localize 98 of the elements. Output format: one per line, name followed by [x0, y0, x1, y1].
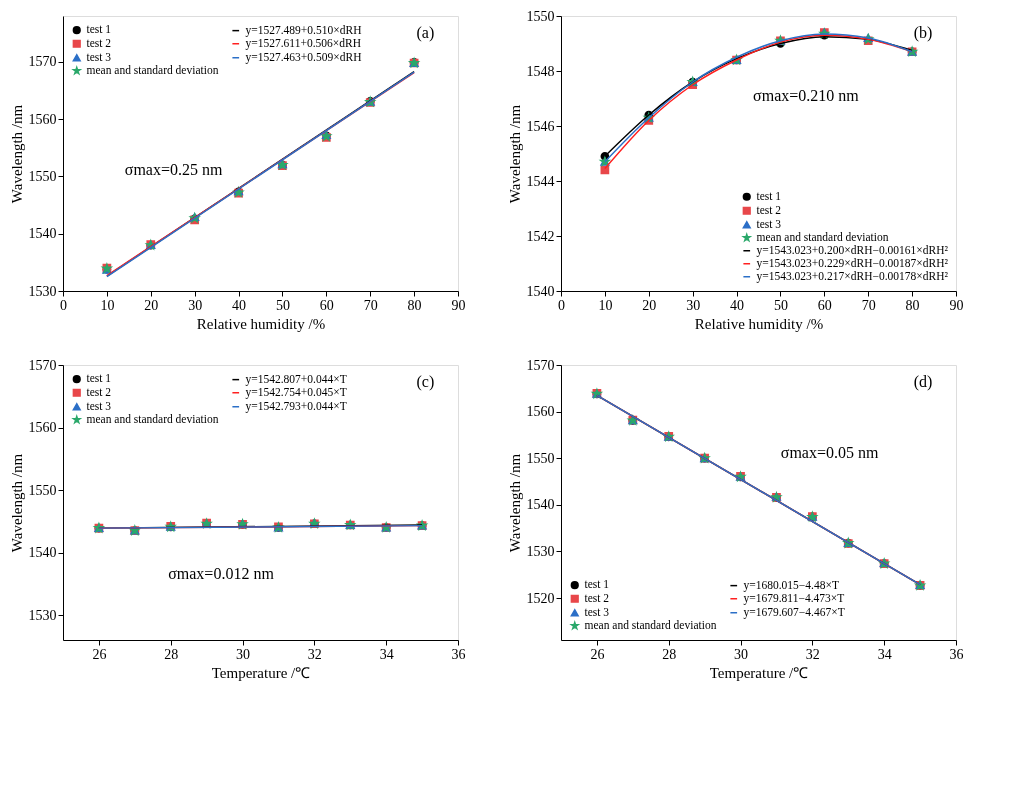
legend-label: y=1542.793+0.044×T	[245, 399, 347, 413]
x-tick-label: 30	[734, 646, 749, 662]
legend-label: mean and standard deviation	[86, 412, 219, 425]
y-axis-title: Wavelength /nm	[8, 104, 25, 204]
x-tick-label: 90	[949, 297, 964, 313]
x-tick-label: 0	[60, 297, 67, 313]
legend-label: test 2	[756, 203, 782, 216]
legend-label: y=1680.015−4.48×T	[743, 578, 839, 592]
y-tick-label: 1550	[28, 482, 57, 498]
legend-label: test 1	[86, 23, 112, 36]
y-tick-label: 1530	[28, 283, 57, 299]
x-tick-label: 28	[164, 646, 179, 662]
legend-label: y=1527.463+0.509×dRH	[245, 50, 362, 64]
legend-label: y=1679.811−4.473×T	[743, 591, 845, 605]
x-axis-title: Relative humidity /%	[694, 315, 824, 332]
legend-label: test 3	[86, 50, 112, 63]
y-axis-title: Wavelength /nm	[8, 453, 25, 553]
y-tick-label: 1560	[28, 420, 57, 435]
y-tick-label: 1550	[526, 450, 555, 466]
x-tick-label: 32	[805, 646, 820, 662]
legend-label: y=1542.807+0.044×T	[245, 372, 347, 386]
x-tick-label: 60	[817, 297, 832, 313]
legend-label: y=1543.023+0.229×dRH−0.00187×dRH²	[756, 256, 949, 270]
annotation: (d)	[913, 372, 933, 391]
y-tick-label: 1546	[526, 118, 555, 134]
y-tick-label: 1530	[526, 543, 555, 559]
x-tick-label: 36	[451, 646, 466, 662]
y-tick-label: 1550	[526, 8, 555, 24]
legend-label: test 2	[86, 385, 112, 398]
annotation: (a)	[416, 23, 435, 42]
y-tick-label: 1570	[28, 54, 57, 70]
y-tick-label: 1570	[28, 357, 57, 373]
x-tick-label: 26	[92, 646, 107, 662]
x-tick-label: 50	[275, 297, 290, 313]
x-tick-label: 30	[236, 646, 251, 662]
x-tick-label: 30	[188, 297, 203, 313]
legend-label: test 3	[86, 399, 112, 412]
legend-label: mean and standard deviation	[86, 63, 219, 76]
x-tick-label: 80	[407, 297, 422, 313]
y-tick-label: 1560	[526, 404, 555, 420]
y-axis-title: Wavelength /nm	[506, 453, 523, 553]
legend-label: y=1543.023+0.217×dRH−0.00178×dRH²	[756, 269, 949, 283]
x-axis-title: Temperature /℃	[211, 664, 311, 681]
x-tick-label: 40	[232, 297, 247, 313]
legend-label: y=1527.489+0.510×dRH	[245, 23, 362, 37]
x-tick-label: 0	[558, 297, 565, 313]
legend-label: y=1679.607−4.467×T	[743, 605, 845, 619]
y-tick-label: 1570	[526, 357, 555, 373]
x-tick-label: 26	[590, 646, 605, 662]
x-tick-label: 30	[686, 297, 701, 313]
y-tick-label: 1520	[526, 590, 555, 606]
legend-label: test 1	[86, 372, 112, 385]
y-tick-label: 1540	[526, 283, 555, 299]
x-tick-label: 50	[773, 297, 788, 313]
legend-label: test 2	[86, 36, 112, 49]
annotation: σmax=0.05 nm	[780, 444, 879, 461]
y-tick-label: 1542	[526, 228, 555, 244]
x-tick-label: 90	[451, 297, 466, 313]
annotation: σmax=0.25 nm	[124, 161, 223, 178]
legend-label: mean and standard deviation	[756, 230, 889, 243]
legend-label: y=1542.754+0.045×T	[245, 385, 347, 399]
x-tick-label: 10	[598, 297, 613, 313]
legend-label: test 1	[584, 578, 610, 591]
x-axis-title: Relative humidity /%	[196, 315, 326, 332]
x-tick-label: 32	[307, 646, 322, 662]
x-tick-label: 34	[877, 646, 892, 662]
y-tick-label: 1550	[28, 168, 57, 184]
annotation: σmax=0.012 nm	[168, 565, 275, 582]
x-tick-label: 28	[662, 646, 677, 662]
x-axis-title: Temperature /℃	[709, 664, 809, 681]
x-tick-label: 80	[905, 297, 920, 313]
annotation: (c)	[416, 372, 435, 391]
x-tick-label: 34	[379, 646, 394, 662]
legend-label: test 3	[584, 605, 610, 618]
y-tick-label: 1548	[526, 63, 555, 79]
y-tick-label: 1540	[28, 545, 57, 560]
x-tick-label: 20	[144, 297, 159, 313]
x-tick-label: 70	[861, 297, 876, 313]
x-tick-label: 70	[363, 297, 378, 313]
legend-label: test 2	[584, 591, 610, 604]
legend-label: y=1527.611+0.506×dRH	[245, 36, 362, 50]
y-tick-label: 1540	[526, 497, 555, 513]
x-tick-label: 10	[100, 297, 115, 313]
legend-label: test 1	[756, 189, 782, 202]
y-tick-label: 1560	[28, 111, 57, 127]
x-tick-label: 40	[730, 297, 745, 313]
y-tick-label: 1540	[28, 226, 57, 242]
legend-label: test 3	[756, 217, 782, 230]
y-tick-label: 1544	[526, 173, 555, 189]
annotation: σmax=0.210 nm	[753, 86, 860, 104]
legend-label: mean and standard deviation	[584, 618, 717, 631]
annotation: (b)	[913, 23, 933, 42]
y-axis-title: Wavelength /nm	[506, 104, 523, 204]
x-tick-label: 20	[642, 297, 657, 313]
x-tick-label: 36	[949, 646, 964, 662]
y-tick-label: 1530	[28, 607, 57, 623]
x-tick-label: 60	[319, 297, 334, 313]
legend-label: y=1543.023+0.200×dRH−0.00161×dRH²	[756, 243, 949, 257]
